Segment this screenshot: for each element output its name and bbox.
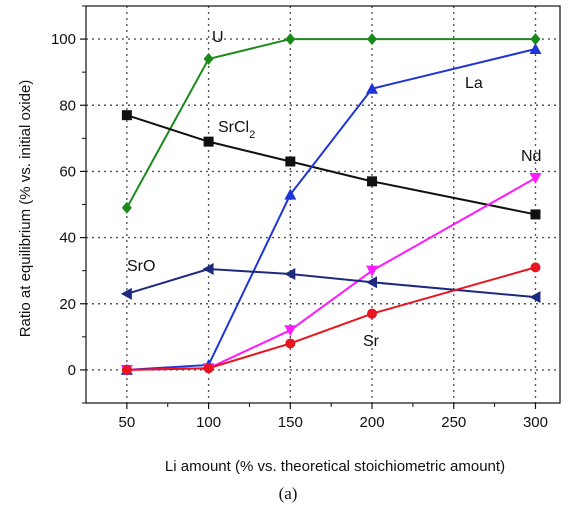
data-point bbox=[529, 291, 541, 304]
x-tick-label: 300 bbox=[523, 414, 548, 431]
data-point bbox=[529, 43, 542, 55]
series-sr bbox=[121, 262, 541, 375]
data-point bbox=[284, 267, 296, 280]
series-label-nd: Nd bbox=[521, 148, 541, 165]
y-tick-label: 100 bbox=[51, 31, 76, 48]
data-point bbox=[367, 308, 378, 319]
series-label-srcl: SrCl2 bbox=[218, 119, 255, 141]
x-tick-label: 150 bbox=[278, 414, 303, 431]
data-point bbox=[366, 265, 379, 277]
data-point bbox=[284, 188, 297, 200]
series-la bbox=[120, 43, 542, 375]
series-line bbox=[126, 177, 536, 371]
y-tick-label: 0 bbox=[68, 362, 76, 379]
series-label-la: La bbox=[465, 75, 483, 92]
figure-caption: (a) bbox=[278, 484, 298, 503]
data-point bbox=[121, 364, 132, 375]
data-point bbox=[285, 338, 296, 349]
series-srcl bbox=[121, 110, 541, 220]
series-layer bbox=[120, 33, 542, 376]
series-sro bbox=[120, 263, 541, 304]
y-tick-label: 40 bbox=[59, 230, 76, 247]
series-label-subscript: 2 bbox=[249, 129, 255, 141]
y-tick-label: 60 bbox=[59, 163, 76, 180]
series-label-u: U bbox=[212, 29, 224, 46]
x-tick-label: 200 bbox=[360, 414, 385, 431]
y-tick-label: 80 bbox=[59, 97, 76, 114]
data-point bbox=[120, 287, 132, 300]
x-axis-label: Li amount (% vs. theoretical stoichiomet… bbox=[165, 458, 505, 475]
data-point bbox=[285, 156, 296, 167]
data-point bbox=[285, 33, 296, 46]
data-point bbox=[284, 325, 297, 337]
data-point bbox=[121, 201, 132, 214]
data-point bbox=[202, 263, 214, 276]
data-point bbox=[367, 33, 378, 46]
data-point bbox=[530, 209, 541, 220]
data-point bbox=[366, 82, 379, 94]
series-labels: U SrCl2 La Nd SrO Sr bbox=[127, 29, 541, 350]
data-point bbox=[203, 136, 214, 147]
data-point bbox=[203, 52, 214, 65]
data-point bbox=[203, 363, 214, 374]
series-line bbox=[126, 266, 536, 371]
y-axis-label: Ratio at equilibrium (% vs. initial oxid… bbox=[17, 80, 34, 338]
x-tick-label: 50 bbox=[119, 414, 136, 431]
series-label-sro: SrO bbox=[127, 258, 155, 275]
series-line bbox=[126, 114, 536, 216]
data-point bbox=[367, 176, 378, 187]
y-tick-label: 20 bbox=[59, 296, 76, 313]
data-point bbox=[530, 262, 541, 273]
data-point bbox=[529, 173, 542, 185]
data-point bbox=[530, 33, 541, 46]
series-line bbox=[126, 268, 536, 299]
data-point bbox=[121, 110, 132, 121]
series-u bbox=[121, 33, 541, 214]
axis-ticks: 50 100 150 200 250 300 0 20 40 60 80 100 bbox=[51, 5, 548, 431]
chart: 50 100 150 200 250 300 0 20 40 60 80 100 U SrCl2 La Nd… bbox=[17, 5, 561, 475]
x-tick-label: 250 bbox=[441, 414, 466, 431]
x-tick-label: 100 bbox=[196, 414, 221, 431]
series-label-sr: Sr bbox=[363, 333, 380, 350]
data-point bbox=[366, 276, 378, 289]
